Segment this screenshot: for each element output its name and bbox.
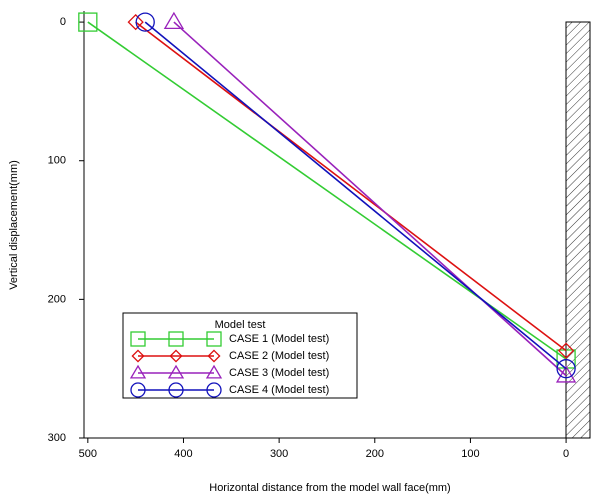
legend-marker xyxy=(130,382,146,398)
series-line xyxy=(135,21,567,352)
x-tick-label: 200 xyxy=(366,448,384,460)
legend-title: Model test xyxy=(215,319,266,331)
x-tick-label: 100 xyxy=(461,448,479,460)
legend-label: CASE 3 (Model test) xyxy=(229,367,329,379)
marker xyxy=(127,13,144,31)
y-axis-label: Vertical displacement(mm) xyxy=(8,160,20,290)
x-tick-label: 500 xyxy=(79,448,97,460)
series-line xyxy=(173,21,567,377)
legend-marker xyxy=(168,382,184,398)
legend-marker xyxy=(207,349,221,363)
y-tick-label: 200 xyxy=(48,293,66,305)
legend-label: CASE 2 (Model test) xyxy=(229,350,329,362)
legend-marker xyxy=(168,331,184,347)
legend-marker xyxy=(130,331,146,347)
legend-label: CASE 1 (Model test) xyxy=(229,333,329,345)
legend-marker xyxy=(205,364,223,379)
marker xyxy=(135,12,155,32)
series-line xyxy=(87,21,567,360)
y-tick-label: 100 xyxy=(48,155,66,167)
x-tick-label: 400 xyxy=(174,448,192,460)
legend-marker xyxy=(167,364,185,379)
series-line xyxy=(144,21,567,370)
marker xyxy=(557,342,575,359)
legend-marker xyxy=(169,349,183,363)
marker xyxy=(556,359,576,379)
legend-marker xyxy=(206,382,222,398)
x-tick-label: 0 xyxy=(563,448,569,460)
x-tick-label: 300 xyxy=(270,448,288,460)
wall xyxy=(565,21,591,439)
y-tick-label: 300 xyxy=(48,432,66,444)
legend-marker xyxy=(206,331,222,347)
y-tick-label: 0 xyxy=(60,16,66,28)
marker xyxy=(163,11,185,30)
legend-marker xyxy=(129,364,147,379)
marker xyxy=(555,365,577,383)
legend-label: CASE 4 (Model test) xyxy=(229,384,329,396)
marker xyxy=(78,12,98,32)
legend-marker xyxy=(131,349,145,363)
x-axis-label: Horizontal distance from the model wall … xyxy=(209,482,450,494)
